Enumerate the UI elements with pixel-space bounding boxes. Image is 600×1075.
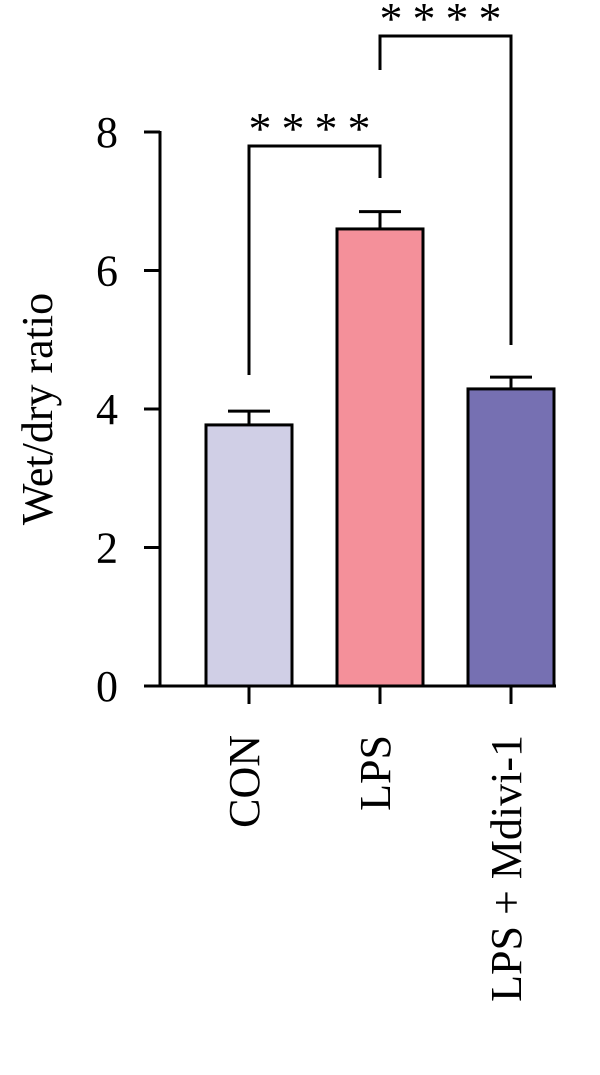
y-tick-label: 2 [96, 524, 118, 573]
bar [335, 227, 425, 688]
bar [204, 423, 294, 688]
x-tick-label: LPS [351, 735, 400, 811]
y-tick-label: 6 [96, 247, 118, 296]
y-tick-label: 4 [96, 385, 118, 434]
y-tick-label: 8 [96, 108, 118, 157]
bar [466, 387, 556, 688]
y-axis-label: Wet/dry ratio [13, 293, 62, 525]
significance-bracket [378, 34, 513, 345]
x-tick-label: CON [220, 735, 269, 828]
significance-label: **** [380, 0, 512, 44]
significance-label: **** [249, 103, 381, 154]
significance-bracket [247, 144, 382, 375]
y-tick-label: 0 [96, 662, 118, 711]
x-tick-label: LPS + Mdivi-1 [482, 735, 531, 1002]
